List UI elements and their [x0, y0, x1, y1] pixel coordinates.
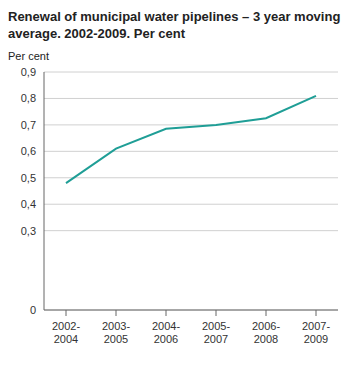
svg-text:2007-2009: 2007-2009	[302, 320, 330, 345]
svg-text:2002-2004: 2002-2004	[52, 320, 80, 345]
svg-text:2004-2006: 2004-2006	[152, 320, 180, 345]
html-text:Renewal of municipal water pip: Renewal of municipal water pipelines – 3…	[8, 9, 341, 41]
svg-text:0: 0	[30, 304, 36, 316]
svg-text:0,4: 0,4	[21, 198, 36, 210]
svg-text:0,5: 0,5	[21, 172, 36, 184]
svg-text:0,6: 0,6	[21, 145, 36, 157]
svg-text:2005-2007: 2005-2007	[202, 320, 230, 345]
svg-text:0,7: 0,7	[21, 119, 36, 131]
svg-text:2003-2005: 2003-2005	[102, 320, 130, 345]
svg-text:2006-2008: 2006-2008	[252, 320, 280, 345]
html-text:Per cent: Per cent	[8, 50, 49, 62]
svg-text:0,9: 0,9	[21, 66, 36, 78]
svg-text:0,3: 0,3	[21, 225, 36, 237]
svg-text:0,8: 0,8	[21, 92, 36, 104]
